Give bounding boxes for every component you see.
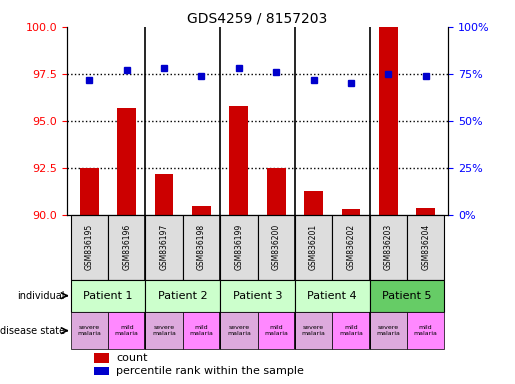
Bar <box>379 27 398 215</box>
FancyBboxPatch shape <box>332 215 370 280</box>
Text: Patient 5: Patient 5 <box>382 291 432 301</box>
Text: Patient 3: Patient 3 <box>233 291 282 301</box>
Text: GSM836201: GSM836201 <box>309 224 318 270</box>
FancyBboxPatch shape <box>145 215 183 280</box>
FancyBboxPatch shape <box>108 312 145 349</box>
FancyBboxPatch shape <box>370 215 407 280</box>
FancyBboxPatch shape <box>71 312 108 349</box>
Text: severe
malaria: severe malaria <box>77 325 101 336</box>
Bar <box>117 108 136 215</box>
FancyBboxPatch shape <box>108 215 145 280</box>
FancyBboxPatch shape <box>220 280 295 312</box>
Text: Patient 2: Patient 2 <box>158 291 208 301</box>
Text: mild
malaria: mild malaria <box>190 325 213 336</box>
FancyBboxPatch shape <box>258 312 295 349</box>
Text: severe
malaria: severe malaria <box>302 325 325 336</box>
FancyBboxPatch shape <box>370 280 444 312</box>
FancyBboxPatch shape <box>183 312 220 349</box>
Bar <box>154 174 174 215</box>
Text: percentile rank within the sample: percentile rank within the sample <box>116 366 304 376</box>
Bar <box>304 190 323 215</box>
Text: Patient 1: Patient 1 <box>83 291 133 301</box>
Bar <box>341 209 360 215</box>
Text: GSM836203: GSM836203 <box>384 224 393 270</box>
Text: count: count <box>116 353 148 363</box>
Text: GSM836198: GSM836198 <box>197 224 206 270</box>
Text: GSM836197: GSM836197 <box>160 224 168 270</box>
FancyBboxPatch shape <box>295 312 332 349</box>
Text: disease state: disease state <box>0 326 65 336</box>
FancyBboxPatch shape <box>407 312 444 349</box>
Text: mild
malaria: mild malaria <box>339 325 363 336</box>
Text: mild
malaria: mild malaria <box>414 325 438 336</box>
FancyBboxPatch shape <box>332 312 370 349</box>
Text: severe
malaria: severe malaria <box>152 325 176 336</box>
FancyBboxPatch shape <box>220 215 258 280</box>
Text: GSM836199: GSM836199 <box>234 224 243 270</box>
Bar <box>416 207 435 215</box>
FancyBboxPatch shape <box>145 312 183 349</box>
FancyBboxPatch shape <box>183 215 220 280</box>
Text: mild
malaria: mild malaria <box>115 325 139 336</box>
Bar <box>230 106 248 215</box>
Bar <box>94 353 109 363</box>
Text: GSM836202: GSM836202 <box>347 224 355 270</box>
Text: GSM836200: GSM836200 <box>272 224 281 270</box>
Text: individual: individual <box>18 291 65 301</box>
FancyBboxPatch shape <box>71 215 108 280</box>
FancyBboxPatch shape <box>145 280 220 312</box>
Text: severe
malaria: severe malaria <box>376 325 400 336</box>
FancyBboxPatch shape <box>295 215 332 280</box>
Text: severe
malaria: severe malaria <box>227 325 251 336</box>
Bar <box>192 205 211 215</box>
FancyBboxPatch shape <box>220 312 258 349</box>
Bar <box>267 168 285 215</box>
Text: GSM836196: GSM836196 <box>122 224 131 270</box>
Text: GSM836204: GSM836204 <box>421 224 430 270</box>
Bar <box>94 367 109 375</box>
FancyBboxPatch shape <box>71 280 145 312</box>
Title: GDS4259 / 8157203: GDS4259 / 8157203 <box>187 12 328 26</box>
Text: mild
malaria: mild malaria <box>264 325 288 336</box>
FancyBboxPatch shape <box>258 215 295 280</box>
Text: Patient 4: Patient 4 <box>307 291 357 301</box>
Text: GSM836195: GSM836195 <box>85 224 94 270</box>
FancyBboxPatch shape <box>295 280 370 312</box>
Bar <box>80 168 99 215</box>
FancyBboxPatch shape <box>370 312 407 349</box>
FancyBboxPatch shape <box>407 215 444 280</box>
